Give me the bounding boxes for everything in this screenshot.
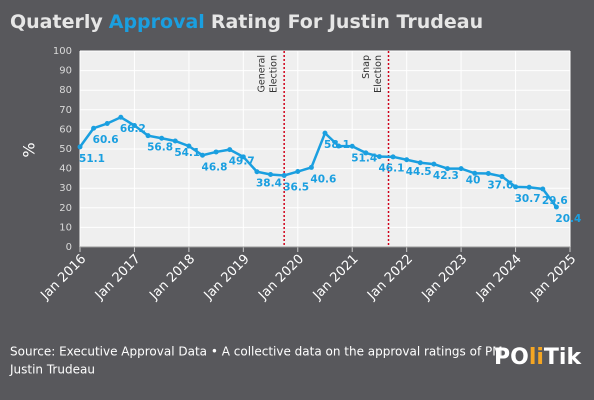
value-label: 56.8	[147, 142, 173, 154]
point	[376, 154, 382, 160]
value-label: 36.5	[283, 181, 309, 193]
point	[186, 143, 192, 149]
y-tick-label: 50	[59, 144, 72, 155]
x-tick-label: Jan 2024	[473, 252, 525, 304]
point	[417, 160, 423, 166]
x-tick-label: Jan 2021	[310, 252, 362, 304]
y-tick-label: 10	[59, 222, 72, 233]
x-tick-label: Jan 2020	[255, 252, 307, 304]
point	[540, 186, 546, 192]
point	[159, 135, 165, 141]
value-label: 37.6	[487, 180, 513, 192]
x-tick-label: Jan 2018	[146, 252, 198, 304]
point	[131, 122, 137, 128]
point	[227, 147, 233, 153]
value-label: 46.8	[202, 161, 228, 173]
point	[526, 184, 532, 190]
value-label: 20.4	[555, 213, 581, 225]
y-tick-label: 0	[66, 242, 72, 253]
point	[77, 144, 83, 150]
value-label: 46.1	[378, 163, 404, 175]
point	[390, 154, 396, 160]
annotation-label: Snap	[361, 55, 372, 79]
value-label: 30.7	[515, 193, 541, 205]
chart-title: Quaterly Approval Rating For Justin Trudea…	[10, 11, 483, 33]
x-tick-label: Jan 2019	[201, 252, 253, 304]
logo-part: PO	[494, 345, 529, 370]
y-tick-label: 80	[59, 85, 72, 96]
point	[268, 171, 274, 177]
point	[104, 121, 110, 127]
point	[404, 157, 410, 163]
value-label: 51.4	[351, 152, 377, 164]
annotation-label: General	[257, 55, 268, 92]
point	[281, 172, 287, 178]
value-label: 49.7	[229, 156, 255, 168]
title-highlight: Approval	[109, 11, 205, 33]
point	[431, 161, 437, 167]
value-label: 29.6	[542, 195, 568, 207]
point	[254, 169, 260, 175]
point	[445, 166, 450, 172]
point	[172, 138, 178, 144]
title-part: Rating For Justin Trudeau	[211, 11, 483, 33]
point	[553, 204, 559, 210]
y-axis-label: %	[20, 142, 39, 157]
y-tick-label: 90	[59, 66, 72, 77]
point	[213, 149, 219, 155]
value-label: 42.3	[433, 170, 459, 182]
x-tick-label: Jan 2016	[37, 252, 89, 304]
value-label: 40.6	[310, 173, 336, 185]
point	[458, 166, 464, 172]
value-label: 60.6	[93, 134, 119, 146]
annotation-label: Election	[269, 55, 280, 93]
y-tick-label: 60	[59, 124, 72, 135]
value-label: 40	[466, 175, 481, 187]
point	[91, 125, 97, 131]
logo: POliTik	[494, 345, 582, 370]
value-label: 54.1	[174, 147, 200, 159]
y-tick-label: 100	[53, 46, 72, 57]
x-tick-label: Jan 2023	[419, 252, 471, 304]
y-tick-label: 70	[59, 105, 72, 116]
point	[308, 164, 314, 170]
x-tick-label: Jan 2017	[92, 252, 144, 304]
x-tick-label: Jan 2025	[527, 252, 579, 304]
point	[145, 133, 151, 139]
value-label: 51.1	[79, 153, 105, 165]
point	[295, 169, 301, 175]
point	[485, 171, 491, 176]
point	[118, 114, 124, 120]
point	[322, 130, 328, 136]
value-label: 66.2	[120, 123, 146, 135]
value-label: 44.5	[406, 166, 432, 178]
point	[472, 170, 478, 176]
source: Justin Trudeau	[9, 363, 95, 377]
point	[240, 154, 246, 160]
source: Source: Executive Approval Data • A coll…	[10, 345, 503, 359]
value-label: 38.4	[256, 178, 282, 190]
annotation-label: Election	[373, 55, 384, 93]
title-part: Quaterly	[10, 11, 103, 33]
y-tick-label: 40	[59, 164, 72, 175]
logo-part: li	[529, 345, 544, 370]
y-tick-label: 30	[59, 183, 72, 194]
y-tick-label: 20	[59, 203, 72, 214]
point	[336, 143, 342, 149]
point	[349, 143, 355, 149]
point	[200, 152, 205, 158]
point	[363, 150, 369, 156]
logo-part: Tik	[544, 345, 583, 370]
x-tick-label: Jan 2022	[364, 252, 416, 304]
point	[513, 184, 519, 190]
point	[499, 173, 505, 179]
